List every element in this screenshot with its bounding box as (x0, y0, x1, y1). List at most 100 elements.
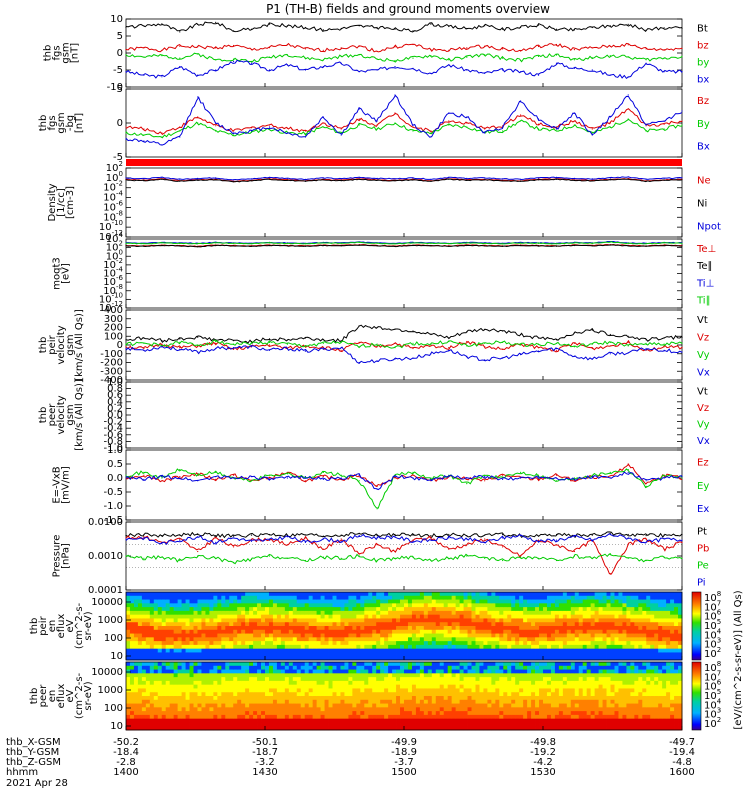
heatmap-cell (249, 680, 254, 686)
heatmap-cell (181, 696, 186, 701)
heatmap-cell (467, 637, 472, 642)
heatmap-cell (300, 626, 306, 631)
heatmap-cell (161, 599, 167, 604)
heatmap-cell (189, 626, 194, 631)
heatmap-cell (443, 614, 449, 619)
heatmap-cell (586, 610, 592, 616)
heatmap-cell (272, 599, 278, 604)
y-tick-label: 102 (106, 160, 123, 174)
heatmap-cell (348, 703, 353, 708)
heatmap-cell (523, 648, 528, 653)
y-tick-label: 5 (117, 31, 123, 42)
data-point (286, 347, 288, 350)
heatmap-cell (336, 641, 341, 646)
data-point (179, 534, 181, 536)
heatmap-cell (368, 714, 373, 720)
heatmap-cell (237, 707, 242, 712)
y-tick-label: -0.4 (103, 423, 123, 434)
heatmap-cell (411, 629, 417, 634)
heatmap-cell (328, 726, 333, 731)
heatmap-cell (499, 599, 504, 604)
heatmap-cell (578, 644, 584, 650)
heatmap-cell (237, 607, 242, 612)
heatmap-cell (221, 677, 226, 682)
heatmap-cell (137, 677, 143, 682)
heatmap-cell (276, 662, 282, 667)
heatmap-cell (316, 680, 321, 686)
heatmap-cell (380, 680, 385, 686)
heatmap-cell (280, 644, 286, 650)
heatmap-cell (535, 644, 540, 650)
heatmap-cell (332, 714, 337, 720)
heatmap-cell (157, 656, 163, 661)
heatmap-cell (201, 677, 206, 682)
heatmap-cell (678, 595, 683, 600)
heatmap-cell (129, 699, 135, 704)
heatmap-cell (376, 603, 381, 608)
y-tick-label: -400 (100, 375, 123, 386)
heatmap-cell (662, 641, 667, 646)
heatmap-cell (634, 603, 639, 608)
heatmap-cell (372, 648, 377, 653)
heatmap-cell (356, 592, 361, 597)
data-point (268, 533, 271, 536)
heatmap-cell (336, 599, 341, 604)
y-tick-label: 100 (104, 331, 123, 342)
heatmap-cell (376, 637, 381, 642)
heatmap-cell (249, 703, 254, 708)
heatmap-cell (344, 603, 349, 608)
heatmap-cell (265, 726, 270, 731)
heatmap-cell (213, 699, 218, 704)
data-point (502, 357, 504, 359)
heatmap-cell (161, 656, 167, 661)
heatmap-cell (658, 599, 663, 604)
heatmap-cell (276, 610, 282, 616)
heatmap-cell (642, 618, 647, 623)
heatmap-cell (177, 629, 182, 634)
heatmap-cell (443, 656, 449, 661)
heatmap-cell (483, 603, 488, 608)
heatmap-cell (384, 626, 389, 631)
heatmap-cell (149, 680, 155, 686)
heatmap-cell (443, 607, 449, 612)
heatmap-cell (598, 622, 603, 627)
heatmap-cell (332, 610, 337, 616)
heatmap-cell (562, 592, 568, 597)
heatmap-cell (169, 637, 175, 642)
heatmap-cell (443, 641, 449, 646)
heatmap-cell (388, 629, 393, 634)
heatmap-cell (388, 618, 393, 623)
heatmap-cell (336, 669, 341, 674)
heatmap-cell (336, 656, 341, 661)
heatmap-cell (312, 648, 318, 653)
heatmap-cell (312, 684, 318, 689)
heatmap-cell (674, 626, 679, 631)
heatmap-cell (253, 607, 258, 612)
heatmap-cell (165, 603, 171, 608)
heatmap-cell (459, 644, 464, 650)
heatmap-cell (221, 699, 226, 704)
heatmap-cell (284, 711, 290, 716)
heatmap-cell (658, 607, 663, 612)
heatmap-cell (253, 726, 258, 731)
heatmap-cell (368, 626, 373, 631)
heatmap-cell (316, 665, 321, 670)
heatmap-cell (169, 656, 175, 661)
heatmap-cell (249, 592, 254, 597)
heatmap-cell (304, 622, 310, 627)
heatmap-cell (157, 595, 163, 600)
heatmap-cell (189, 618, 194, 623)
heatmap-cell (308, 614, 314, 619)
heatmap-cell (308, 610, 314, 616)
heatmap-cell (554, 652, 560, 657)
data-point (394, 112, 396, 114)
heatmap-cell (129, 592, 135, 597)
heatmap-cell (475, 629, 480, 634)
heatmap-cell (550, 641, 556, 646)
heatmap-cell (352, 707, 357, 712)
heatmap-cell (578, 607, 584, 612)
heatmap-cell (662, 656, 667, 661)
heatmap-cell (527, 652, 532, 657)
heatmap-cell (157, 607, 163, 612)
heatmap-cell (197, 722, 202, 727)
